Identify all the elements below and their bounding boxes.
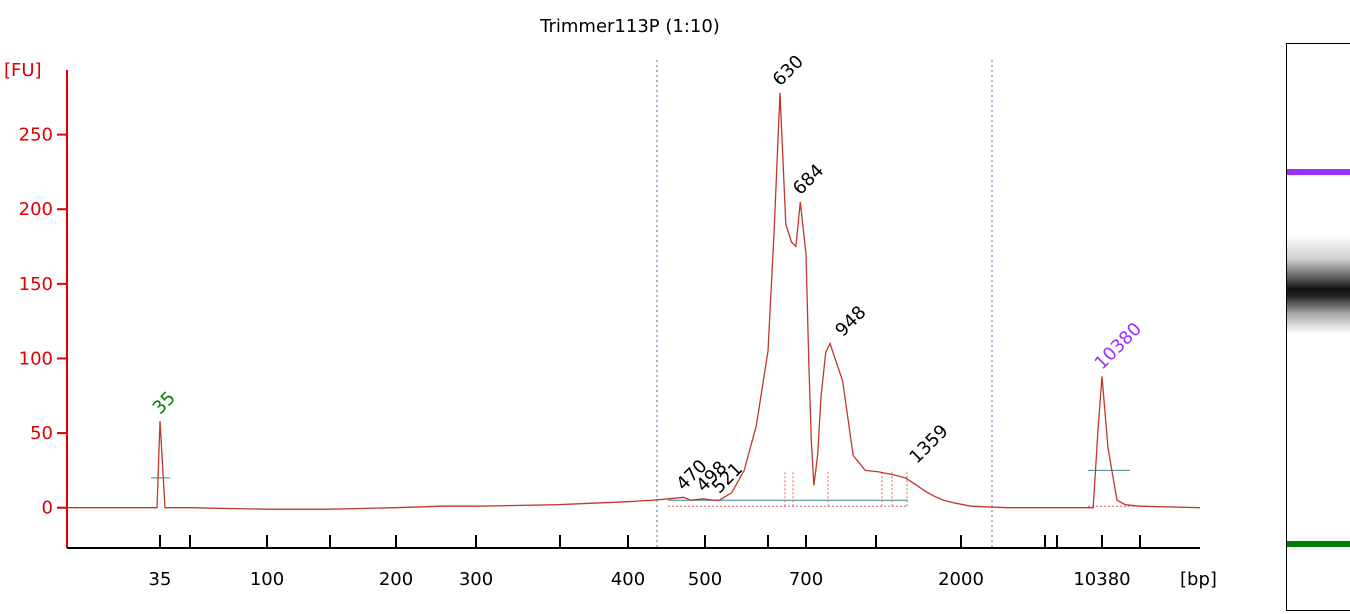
x-tick-label: 700 xyxy=(789,569,823,590)
peak-label: 35 xyxy=(149,388,180,419)
y-axis-label: [FU] xyxy=(4,60,42,81)
y-tick-label: 150 xyxy=(19,274,53,295)
y-tick-label: 50 xyxy=(30,423,53,444)
x-tick-label: 100 xyxy=(250,569,284,590)
peak-label: 630 xyxy=(769,51,808,90)
x-tick-label: 35 xyxy=(149,569,172,590)
trace-layer xyxy=(67,92,1201,510)
peak-label: 948 xyxy=(831,302,870,341)
gel-upper-marker xyxy=(1287,169,1350,175)
x-tick-label: 300 xyxy=(459,569,493,590)
x-tick-label: 10380 xyxy=(1073,569,1130,590)
x-tick-label: 2000 xyxy=(938,569,984,590)
electropherogram-trace xyxy=(67,92,1201,510)
x-tick-label: 200 xyxy=(379,569,413,590)
region-markers xyxy=(656,60,993,548)
peak-label: 684 xyxy=(789,160,828,199)
peak-fill-lines xyxy=(151,469,1150,507)
x-tick-label: 500 xyxy=(688,569,722,590)
y-tick-label: 0 xyxy=(42,498,53,519)
gel-band xyxy=(1287,234,1350,334)
gel-lane xyxy=(1287,169,1350,547)
chart-title: Trimmer113P (1:10) xyxy=(539,16,720,37)
x-tick-label: 400 xyxy=(611,569,645,590)
y-tick-label: 100 xyxy=(19,348,53,369)
gel-lower-marker xyxy=(1287,541,1350,547)
peak-label: 1359 xyxy=(905,421,952,468)
y-tick-label: 250 xyxy=(19,125,53,146)
peak-label: 10380 xyxy=(1091,319,1146,374)
gel-image-panel xyxy=(1286,43,1350,611)
x-axis-label: [bp] xyxy=(1180,569,1217,590)
chart-axes: 0 50 100 150 200 250 35 100 200 300 400 500 700 2000 1… xyxy=(19,70,1200,590)
y-tick-label: 200 xyxy=(19,199,53,220)
